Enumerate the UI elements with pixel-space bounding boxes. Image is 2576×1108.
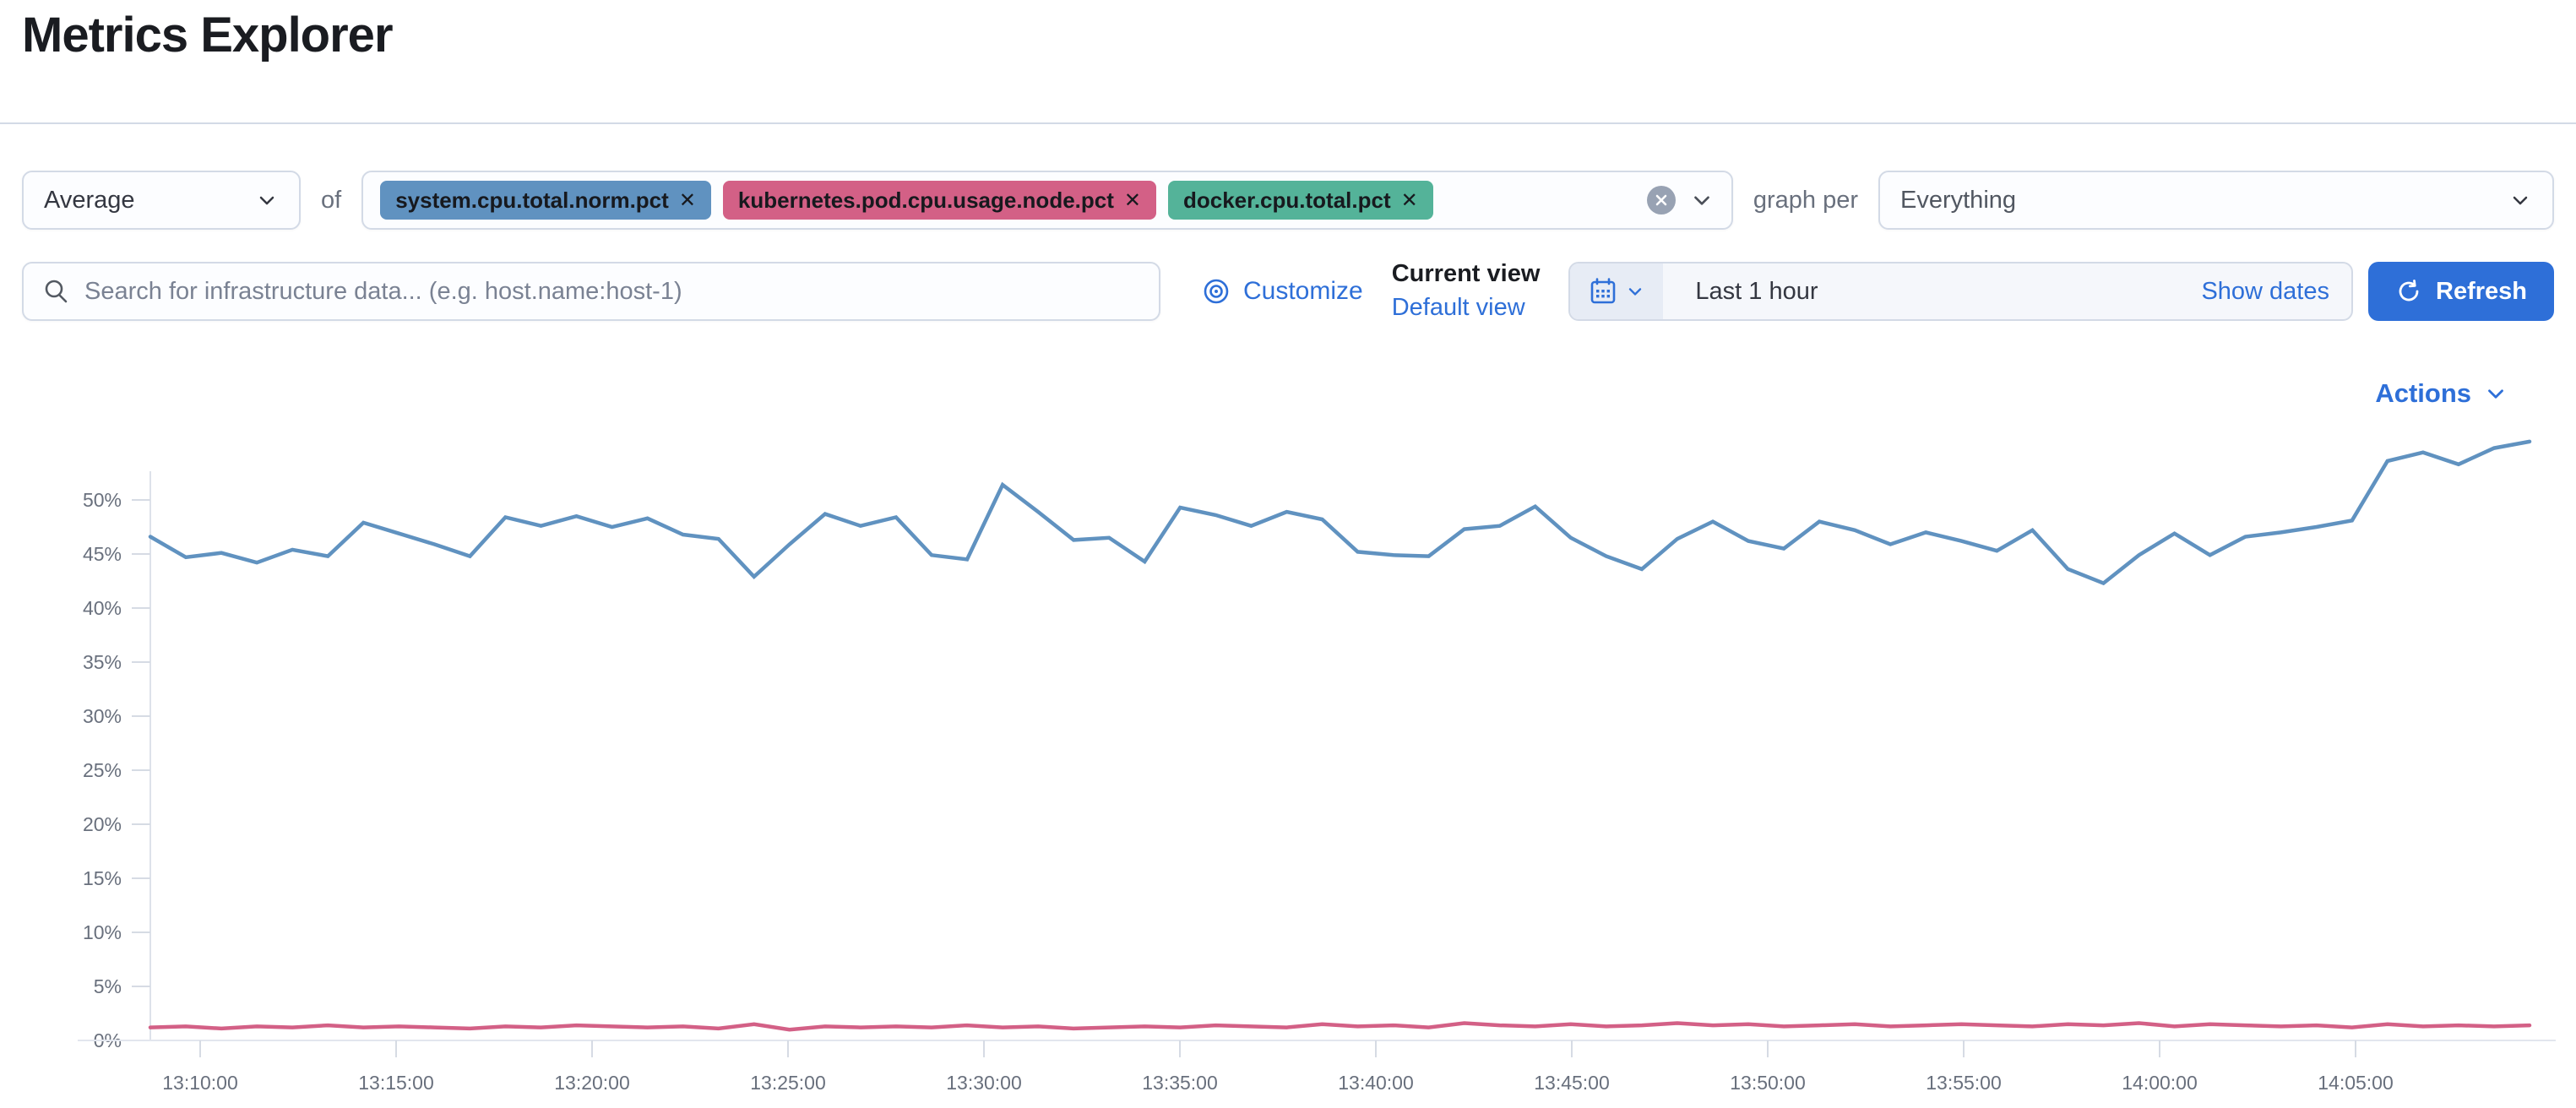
show-dates-button[interactable]: Show dates: [2201, 277, 2329, 305]
search-field[interactable]: [22, 262, 1160, 321]
metric-pill-list: system.cpu.total.norm.pct ✕ kubernetes.pod…: [380, 181, 1433, 220]
chevron-down-icon: [255, 188, 279, 212]
x-tick-label: 13:15:00: [358, 1072, 434, 1094]
x-tick-label: 13:50:00: [1730, 1072, 1806, 1094]
customize-label: Customize: [1243, 277, 1363, 305]
metric-pill-label: system.cpu.total.norm.pct: [395, 187, 669, 213]
chevron-down-icon: [1625, 281, 1645, 301]
remove-metric-icon[interactable]: ✕: [1400, 188, 1418, 212]
y-tick-label: 20%: [83, 813, 122, 835]
aggregation-value: Average: [44, 186, 135, 214]
metric-pill-label: docker.cpu.total.pct: [1183, 187, 1391, 213]
metric-pill-label: kubernetes.pod.cpu.usage.node.pct: [737, 187, 1114, 213]
x-tick-label: 13:40:00: [1338, 1072, 1414, 1094]
aggregation-select[interactable]: Average: [22, 171, 301, 230]
customize-button[interactable]: Customize: [1201, 276, 1363, 307]
x-tick-label: 13:55:00: [1926, 1072, 2002, 1094]
x-tick-label: 13:35:00: [1142, 1072, 1218, 1094]
date-quick-select-button[interactable]: [1570, 263, 1664, 319]
search-icon: [42, 277, 71, 306]
calendar-icon: [1588, 276, 1618, 307]
chevron-down-icon: [2508, 188, 2532, 212]
metric-pill[interactable]: kubernetes.pod.cpu.usage.node.pct ✕: [722, 181, 1156, 220]
metrics-chart[interactable]: 0% 5% 10% 15% 20% 25% 30% 35% 40% 45% 50% 13:10:00 1…: [0, 439, 2576, 1108]
series-line-system.cpu.total.norm.pct: [148, 439, 2532, 586]
remove-metric-icon[interactable]: ✕: [1123, 188, 1141, 212]
x-tick-label: 13:20:00: [554, 1072, 630, 1094]
x-tick-label: 13:25:00: [750, 1072, 826, 1094]
remove-metric-icon[interactable]: ✕: [678, 188, 696, 212]
clear-metrics-button[interactable]: [1646, 186, 1676, 215]
page-title: Metrics Explorer: [22, 8, 394, 62]
refresh-icon: [2395, 278, 2422, 305]
x-tick-label: 14:00:00: [2122, 1072, 2198, 1094]
refresh-label: Refresh: [2436, 277, 2527, 305]
actions-label: Actions: [2375, 378, 2471, 408]
refresh-button[interactable]: Refresh: [2368, 262, 2554, 321]
actions-menu-button[interactable]: Actions: [2375, 378, 2508, 409]
y-tick-label: 35%: [83, 651, 122, 673]
date-range-value[interactable]: Last 1 hour: [1695, 277, 1818, 305]
search-input[interactable]: [84, 277, 1140, 306]
y-tick-label: 5%: [94, 975, 122, 997]
metrics-combobox[interactable]: system.cpu.total.norm.pct ✕ kubernetes.pod…: [361, 171, 1733, 230]
eye-target-icon: [1201, 276, 1231, 307]
line-chart-svg[interactable]: 0%5%10%15%20%25%30%35%40%45%50%13:10:00 1…: [0, 439, 2576, 1108]
combo-controls: [1646, 186, 1715, 215]
x-tick-label: 13:45:00: [1534, 1072, 1610, 1094]
y-tick-label: 40%: [83, 597, 122, 619]
of-label: of: [321, 186, 342, 214]
header-divider: [0, 122, 2576, 124]
y-tick-label: 15%: [83, 867, 122, 889]
super-date-picker: Last 1 hour Show dates: [1568, 262, 2353, 321]
chevron-down-icon[interactable]: [1689, 187, 1715, 213]
y-tick-label: 50%: [83, 489, 122, 511]
chevron-down-icon: [2483, 381, 2508, 406]
metric-toolbar: Average of system.cpu.total.norm.pct ✕ kub…: [22, 171, 2554, 230]
y-tick-label: 30%: [83, 705, 122, 727]
metric-pill[interactable]: docker.cpu.total.pct ✕: [1168, 181, 1433, 220]
query-toolbar: Customize Current view Default view: [22, 258, 2554, 325]
x-tick-label: 13:30:00: [946, 1072, 1022, 1094]
current-view-label: Current view: [1391, 260, 1541, 288]
clear-x-icon: [1655, 194, 1667, 206]
metric-pill[interactable]: system.cpu.total.norm.pct ✕: [380, 181, 711, 220]
series-line-kubernetes.pod.cpu.usage.node.pct: [148, 1021, 2532, 1032]
date-range-display: Last 1 hour Show dates: [1663, 263, 2351, 319]
group-by-select[interactable]: Everything: [1878, 171, 2554, 230]
x-tick-label: 13:10:00: [162, 1072, 238, 1094]
graph-per-label: graph per: [1753, 186, 1858, 214]
group-by-value: Everything: [1900, 186, 2017, 214]
y-tick-label: 45%: [83, 543, 122, 565]
default-view-link[interactable]: Default view: [1391, 294, 1525, 321]
saved-views: Current view Default view: [1391, 260, 1541, 322]
y-tick-label: 25%: [83, 759, 122, 781]
y-tick-label: 10%: [83, 921, 122, 943]
x-tick-label: 14:05:00: [2318, 1072, 2394, 1094]
